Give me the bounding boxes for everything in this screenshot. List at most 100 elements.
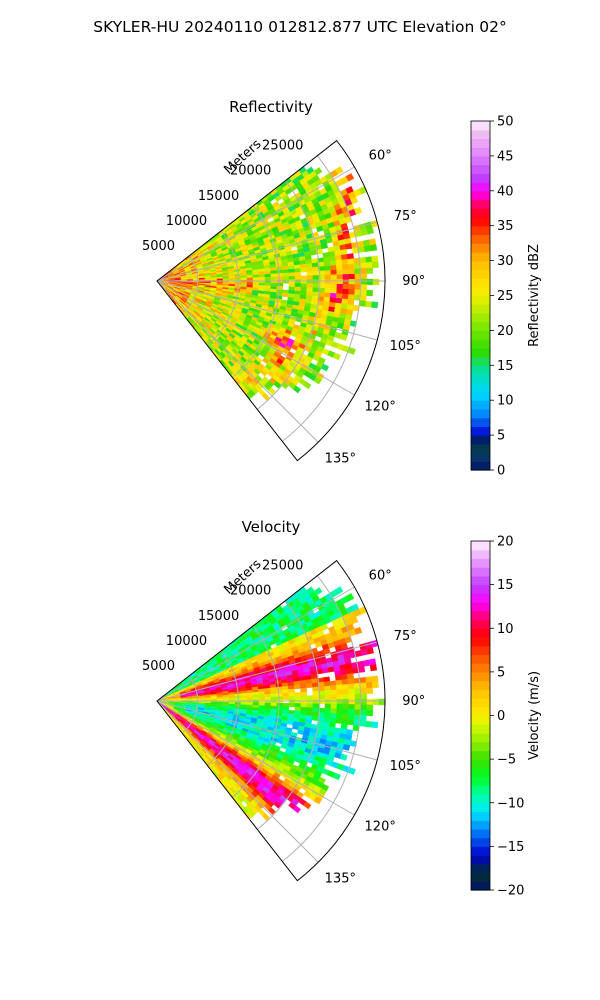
velocity-cell	[276, 696, 284, 701]
colorbar-segment	[471, 602, 490, 612]
velocity-cell	[312, 711, 319, 717]
colorbar-segment	[471, 182, 490, 192]
velocity-cell	[348, 683, 355, 690]
velocity-cell	[342, 704, 350, 710]
velocity-cell	[270, 699, 278, 704]
reflectivity-cell	[348, 268, 356, 275]
velocity-cell	[327, 666, 335, 673]
velocity-cell	[360, 709, 368, 716]
velocity-cell	[264, 696, 272, 701]
reflectivity-cell	[339, 333, 348, 341]
range-gridline	[231, 205, 280, 378]
reflectivity-cell	[320, 363, 330, 372]
reflectivity-cell	[270, 273, 278, 278]
reflectivity-cell	[288, 272, 296, 277]
reflectivity-cell	[371, 255, 379, 263]
reflectivity-cell	[342, 264, 349, 270]
reflectivity-cell	[312, 287, 320, 293]
colorbar-tick-label: −15	[497, 840, 524, 855]
azimuth-tick-label: 90°	[402, 274, 425, 289]
range-tick-label: 15000	[198, 609, 239, 624]
colorbar-segment	[471, 636, 490, 647]
colorbar-segment	[471, 846, 490, 856]
velocity-cell	[282, 689, 289, 694]
velocity-cell	[371, 681, 379, 689]
colorbar-segment	[471, 330, 490, 340]
colorbar-segment	[471, 164, 490, 174]
colorbar-tick-label: 20	[497, 324, 514, 339]
reflectivity-cell	[240, 277, 248, 281]
reflectivity-cell	[336, 264, 343, 271]
velocity-cell	[348, 699, 356, 705]
velocity-cell	[276, 699, 284, 704]
azimuth-gridline	[156, 221, 378, 282]
velocity-cell	[323, 681, 331, 687]
velocity-cell	[312, 699, 320, 705]
range-gridline	[206, 230, 239, 346]
reflectivity-cell	[252, 277, 260, 281]
velocity-cell	[258, 697, 266, 701]
colorbar-segment	[471, 147, 490, 157]
velocity-cell	[300, 707, 308, 712]
colorbar-tick-label: 10	[497, 394, 514, 409]
colorbar-segment	[471, 610, 490, 621]
colorbar-segment	[471, 584, 490, 594]
reflectivity-cell	[216, 278, 224, 281]
reflectivity-cell	[267, 387, 276, 395]
azimuth-tick-label: 105°	[390, 759, 421, 774]
colorbar-segment	[471, 759, 490, 769]
colorbar-segment	[471, 698, 490, 708]
reflectivity-cell	[312, 291, 319, 297]
velocity-cell	[276, 689, 283, 694]
velocity-cell	[341, 718, 349, 725]
reflectivity-cell	[281, 292, 289, 298]
reflectivity-cell	[288, 283, 296, 288]
velocity-cell	[366, 647, 374, 655]
velocity-cell	[365, 676, 373, 683]
colorbar-label: Reflectivity dBZ	[527, 244, 542, 347]
colorbar-segment	[471, 426, 490, 436]
velocity-cell	[311, 682, 319, 688]
colorbar-segment	[471, 706, 490, 717]
reflectivity-cell	[300, 275, 308, 280]
reflectivity-cell	[288, 286, 296, 291]
velocity-cell	[294, 699, 302, 704]
reflectivity-cell	[359, 300, 367, 307]
velocity-cell	[330, 694, 338, 700]
reflectivity-cell	[324, 274, 332, 280]
velocity-cell	[282, 702, 290, 707]
reflectivity-cell	[341, 259, 349, 266]
colorbar-tick-label: 15	[497, 359, 514, 374]
colorbar-segment	[471, 776, 490, 786]
reflectivity-cell	[332, 352, 341, 361]
colorbar-segment	[471, 155, 490, 166]
azimuth-gridline	[156, 166, 355, 282]
colorbar-tick-label: 5	[497, 429, 505, 444]
reflectivity-cell	[329, 260, 337, 267]
velocity-cell	[288, 688, 295, 694]
velocity-cell	[306, 703, 314, 709]
reflectivity-cell	[258, 274, 266, 278]
velocity-cell	[288, 692, 296, 697]
velocity-cell	[359, 677, 367, 684]
velocity-cell	[334, 586, 344, 595]
azimuth-gridline	[156, 280, 319, 443]
reflectivity-cell	[294, 275, 302, 280]
velocity-field	[156, 586, 386, 821]
colorbar-segment	[471, 680, 490, 690]
reflectivity-cell	[330, 279, 338, 285]
azimuth-tick-label: 90°	[402, 694, 425, 709]
reflectivity-cell	[323, 261, 331, 267]
colorbar-segment	[471, 365, 490, 375]
colorbar-tick-label: −10	[497, 796, 524, 811]
colorbar-segment	[471, 619, 490, 629]
velocity-cell	[336, 699, 344, 705]
velocity-cell	[330, 708, 338, 714]
velocity-cell	[342, 689, 350, 695]
reflectivity-cell	[329, 255, 337, 262]
reflectivity-cell	[345, 242, 353, 250]
reflectivity-cell	[347, 299, 355, 306]
velocity-cell	[312, 703, 320, 709]
reflectivity-cell	[342, 288, 350, 295]
reflectivity-cell	[294, 271, 302, 277]
